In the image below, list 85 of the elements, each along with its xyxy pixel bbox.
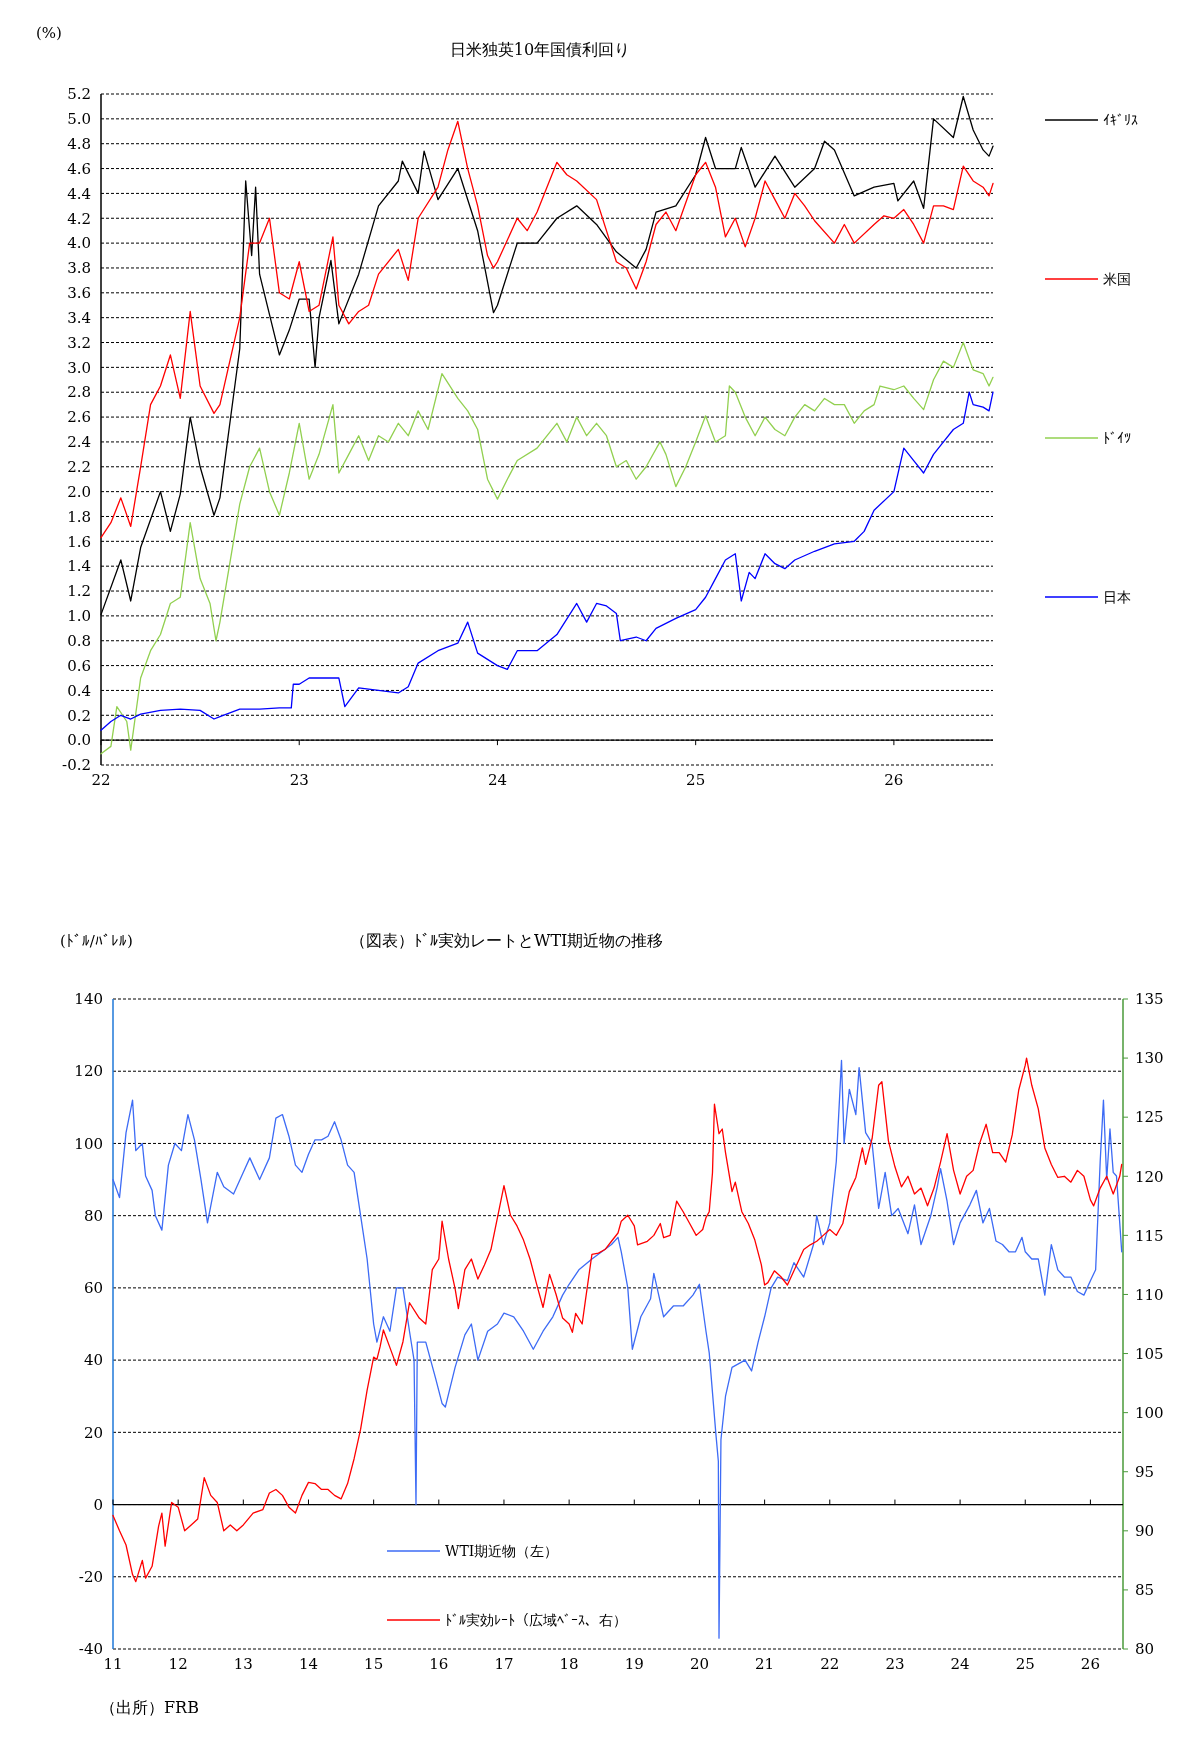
y2-tick-label: 125 (1135, 1108, 1164, 1127)
y-tick-label: 5.0 (67, 110, 91, 129)
line-series (100, 120, 994, 539)
y-tick-label: -0.2 (62, 756, 91, 775)
y-tick-label: 80 (83, 1206, 103, 1225)
y-tick-label: 5.2 (67, 85, 91, 104)
y-tick-label: 2.2 (67, 458, 91, 477)
y-tick-label: 3.8 (67, 259, 91, 278)
y2-tick-label: 100 (1135, 1403, 1164, 1422)
y2-tick-label: 95 (1135, 1462, 1155, 1481)
x-tick-label: 26 (884, 771, 904, 789)
legend-label: WTI期近物（左） (445, 1542, 559, 1559)
line-series (100, 391, 994, 731)
x-tick-label: 12 (168, 1655, 188, 1673)
x-tick-label: 26 (1080, 1655, 1100, 1673)
y-tick-label: 0.0 (67, 731, 91, 750)
x-tick-label: 19 (624, 1655, 644, 1673)
y-tick-label: 4.4 (67, 184, 91, 203)
y-tick-label: 2.0 (67, 482, 91, 501)
y2-tick-label: 120 (1135, 1167, 1164, 1186)
chart-title: （図表）ﾄﾞﾙ実効レートとWTI期近物の推移 (350, 931, 664, 950)
y2-tick-label: 80 (1135, 1640, 1155, 1659)
y-tick-label: 1.4 (67, 557, 91, 576)
y2-tick-label: 115 (1135, 1226, 1164, 1245)
chart-title: 日米独英10年国債利回り (449, 40, 631, 59)
y-tick-label: 3.4 (67, 308, 91, 327)
y-tick-label: 1.2 (67, 582, 91, 601)
y-tick-label: 2.6 (67, 408, 91, 427)
x-tick-label: 17 (494, 1655, 514, 1673)
x-tick-label: 20 (689, 1655, 709, 1673)
x-tick-label: 13 (233, 1655, 253, 1673)
y-tick-label: 3.2 (67, 333, 91, 352)
x-tick-label: 21 (755, 1655, 775, 1673)
y-tick-label: 40 (83, 1351, 103, 1370)
y-tick-label: 20 (83, 1423, 103, 1442)
legend-label: 米国 (1103, 270, 1131, 287)
y-tick-label: 4.0 (67, 234, 91, 253)
y-tick-label: 60 (83, 1279, 103, 1298)
y-tick-label: 1.0 (67, 607, 91, 626)
y-tick-label: 4.6 (67, 159, 91, 178)
x-tick-label: 23 (289, 771, 309, 789)
y-axis-title: (%) (36, 24, 62, 42)
line-series (100, 341, 994, 755)
y-tick-label: 1.6 (67, 532, 91, 551)
x-tick-label: 25 (686, 771, 706, 789)
legend-label: ｲｷﾞﾘｽ (1103, 111, 1138, 128)
y2-tick-label: 110 (1135, 1285, 1164, 1304)
y2-tick-label: 85 (1135, 1581, 1155, 1600)
y-tick-label: 3.0 (67, 358, 91, 377)
y-tick-label: 1.8 (67, 507, 91, 526)
x-tick-label: 24 (487, 771, 507, 789)
y-tick-label: 0 (93, 1495, 103, 1514)
y2-tick-label: 90 (1135, 1522, 1155, 1541)
x-tick-label: 16 (429, 1655, 449, 1673)
x-tick-label: 18 (559, 1655, 579, 1673)
x-tick-label: 23 (885, 1655, 905, 1673)
y-tick-label: 100 (74, 1134, 103, 1153)
y-tick-label: 0.2 (67, 706, 91, 725)
y-tick-label: 2.4 (67, 433, 91, 452)
text: （出所）FRB (100, 1698, 199, 1717)
x-tick-label: 15 (364, 1655, 384, 1673)
x-tick-label: 24 (950, 1655, 970, 1673)
y-tick-label: -20 (78, 1568, 103, 1587)
y-tick-label: 0.6 (67, 656, 91, 675)
y-tick-label: 0.8 (67, 631, 91, 650)
y-axis-title: (ﾄﾞﾙ/ﾊﾞﾚﾙ) (60, 932, 133, 950)
x-tick-label: 22 (91, 771, 111, 789)
x-tick-label: 11 (103, 1655, 123, 1673)
x-tick-label: 22 (820, 1655, 840, 1673)
y-tick-label: 0.4 (67, 681, 91, 700)
y-tick-label: 4.2 (67, 209, 91, 228)
y-tick-label: 4.8 (67, 134, 91, 153)
y-tick-label: 3.6 (67, 284, 91, 303)
x-tick-label: 25 (1015, 1655, 1035, 1673)
legend-label: 日本 (1103, 588, 1131, 605)
y-tick-label: -40 (78, 1640, 103, 1659)
y2-tick-label: 130 (1135, 1049, 1164, 1068)
x-tick-label: 14 (298, 1655, 319, 1673)
y2-tick-label: 105 (1135, 1344, 1164, 1363)
legend-label: ﾄﾞﾙ実効ﾚｰﾄ（広域ﾍﾞｰｽ、右） (445, 1611, 627, 1628)
y-tick-label: 120 (74, 1062, 103, 1081)
y-tick-label: 140 (74, 990, 103, 1009)
legend-label: ﾄﾞｲﾂ (1103, 429, 1131, 446)
y2-tick-label: 135 (1135, 990, 1164, 1009)
y-tick-label: 2.8 (67, 383, 91, 402)
